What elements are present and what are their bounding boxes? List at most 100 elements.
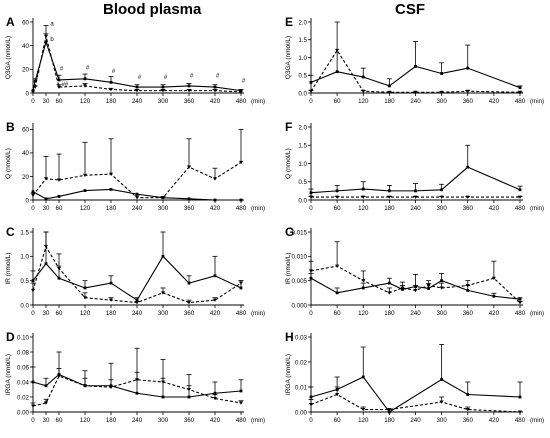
data-point-triangle xyxy=(135,301,139,305)
y-tick-label: 0.02 xyxy=(295,359,308,366)
x-tick-label: 180 xyxy=(106,205,117,212)
panel-letter: H xyxy=(285,330,294,344)
data-point-triangle xyxy=(239,160,243,165)
y-tick-label: 1.0 xyxy=(298,55,307,62)
data-point-square xyxy=(33,79,37,83)
x-tick-label: 120 xyxy=(80,310,91,317)
data-point-square xyxy=(44,262,48,266)
x-tick-label: 120 xyxy=(80,98,91,105)
x-tick-label: 480 xyxy=(515,310,526,317)
y-tick-label: 0.02 xyxy=(17,394,30,401)
y-axis-label: Q (nmol/L) xyxy=(285,148,292,179)
x-tick-label: 0 xyxy=(309,310,313,317)
x-tick-label: 240 xyxy=(132,417,143,424)
x-tick-label: 180 xyxy=(384,310,395,317)
data-point-triangle xyxy=(426,284,431,288)
data-point-triangle xyxy=(187,301,191,305)
x-tick-label: 0 xyxy=(309,205,313,212)
x-tick-label: 180 xyxy=(384,417,395,424)
x-tick-label: 300 xyxy=(436,205,447,212)
series-line-dashed xyxy=(310,49,521,93)
annotation-mark: # xyxy=(242,78,246,84)
x-tick-label: 420 xyxy=(210,98,221,105)
x-tick-label: 0 xyxy=(31,310,35,317)
y-tick-label: 20 xyxy=(22,67,29,74)
data-point-triangle xyxy=(135,89,139,93)
x-tick-label: 60 xyxy=(334,205,341,212)
data-point-square xyxy=(361,187,365,191)
series-line-solid xyxy=(32,255,242,301)
data-point-square xyxy=(518,86,522,90)
x-unit-label: (min) xyxy=(530,205,544,212)
data-point-triangle xyxy=(57,85,61,89)
series-line-dashed xyxy=(32,245,242,304)
data-point-triangle xyxy=(83,84,87,88)
data-point-square xyxy=(213,198,217,202)
data-point-square xyxy=(440,279,444,283)
csf-column-title: CSF xyxy=(395,1,425,18)
data-point-square xyxy=(187,84,191,88)
data-point-square xyxy=(414,64,417,68)
y-axis-label: IR (nmol/L) xyxy=(285,252,292,284)
y-axis-label: Q3GA (nmol/L) xyxy=(285,36,292,79)
data-point-square xyxy=(440,378,444,381)
data-point-square xyxy=(44,40,48,44)
data-point-square xyxy=(135,391,139,395)
data-point-square xyxy=(414,189,417,193)
series-line-dashed xyxy=(32,161,242,199)
data-point-triangle xyxy=(491,276,496,281)
series-line-solid xyxy=(32,373,242,398)
data-point-triangle xyxy=(335,48,340,53)
panel-letter: C xyxy=(6,225,15,239)
data-point-square xyxy=(309,395,313,399)
data-point-square xyxy=(135,85,139,89)
x-tick-label: 60 xyxy=(334,98,341,105)
annotation-mark: ## xyxy=(62,82,69,88)
y-tick-label: 0.08 xyxy=(17,349,30,356)
data-point-triangle xyxy=(309,89,313,94)
annotation-mark: b xyxy=(50,37,54,43)
panel-e: E Q3GA (nmol/L) 0.0 0.5 1.0 1.5 2.0 0 60 120 180 24… xyxy=(285,15,544,105)
x-tick-label: 480 xyxy=(236,205,247,212)
data-point-triangle xyxy=(135,378,139,382)
x-tick-label: 120 xyxy=(80,205,91,212)
y-tick-label: 0.04 xyxy=(17,379,30,386)
panel-d: D IRGA (nmol/L) 0.00 0.02 0.04 0.06 0.08 0.10 0 3… xyxy=(5,330,265,424)
data-point-triangle xyxy=(83,173,87,178)
y-axis-label: Q3GA (nmol/L) xyxy=(5,36,12,79)
x-tick-label: 300 xyxy=(158,98,169,105)
data-point-triangle xyxy=(135,196,139,200)
data-point-square xyxy=(44,197,48,201)
data-point-triangle xyxy=(413,90,418,95)
data-point-triangle xyxy=(335,264,340,268)
series-line-dashed xyxy=(32,375,242,407)
data-point-triangle xyxy=(33,85,38,89)
data-point-triangle xyxy=(44,401,48,405)
x-tick-label: 240 xyxy=(132,98,143,105)
x-tick-label: 240 xyxy=(132,310,143,317)
y-axis-label: Q (nmol/L) xyxy=(5,148,12,179)
data-point-square xyxy=(440,188,444,192)
x-tick-label: 30 xyxy=(43,98,50,105)
x-tick-label: 420 xyxy=(489,310,500,317)
y-tick-label: 0.005 xyxy=(292,278,308,285)
x-tick-label: 360 xyxy=(184,417,195,424)
data-point-square xyxy=(161,254,165,258)
data-point-square xyxy=(83,77,87,81)
x-tick-label: 30 xyxy=(43,417,50,424)
data-point-square xyxy=(239,286,243,290)
y-tick-label: 0.00 xyxy=(295,409,308,416)
data-point-square xyxy=(239,389,243,393)
data-point-square xyxy=(187,281,191,285)
y-tick-label: 0.0 xyxy=(298,90,307,97)
panel-letter: D xyxy=(6,330,15,344)
y-tick-label: 60 xyxy=(22,19,29,26)
panel-h: H IRGA (nmol/L) 0.00 0.01 0.02 0.03 0 60 120 180 2… xyxy=(285,330,544,424)
series-line-solid xyxy=(310,376,521,413)
data-point-square xyxy=(309,80,313,84)
x-tick-label: 360 xyxy=(463,98,474,105)
data-point-triangle xyxy=(31,193,35,198)
x-tick-label: 180 xyxy=(106,310,117,317)
data-point-triangle xyxy=(465,89,470,94)
